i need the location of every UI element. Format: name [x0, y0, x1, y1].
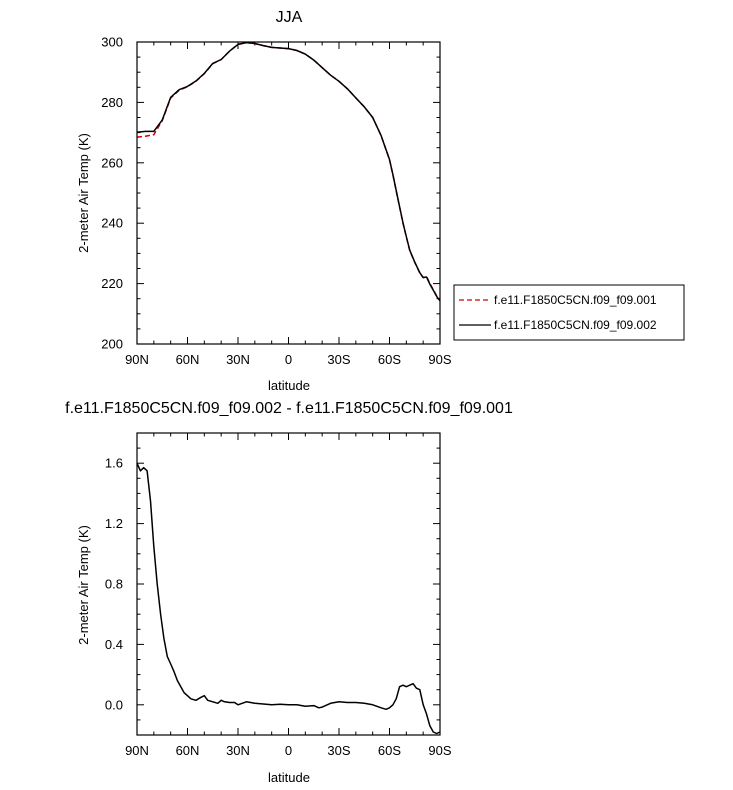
bottom-chart: f.e11.F1850C5CN.f09_f09.002 - f.e11.F185…	[65, 400, 513, 785]
bottom-chart-xtick-label: 60N	[176, 743, 200, 758]
bottom-chart-ylabel: 2-meter Air Temp (K)	[76, 525, 91, 645]
bottom-chart-ytick-label: 1.2	[105, 516, 123, 531]
top-chart-xtick-label: 90N	[125, 352, 149, 367]
bottom-chart-ytick-label: 0.4	[105, 637, 123, 652]
bottom-chart-xtick-label: 30S	[327, 743, 350, 758]
bottom-chart-xtick-label: 90S	[428, 743, 451, 758]
top-chart-ytick-label: 300	[101, 35, 123, 50]
top-chart-ylabel: 2-meter Air Temp (K)	[76, 133, 91, 253]
top-chart-series	[136, 41, 441, 302]
bottom-chart-ytick-label: 0.0	[105, 697, 123, 712]
bottom-chart-ytick-label: 0.8	[105, 577, 123, 592]
top-chart-xtick-label: 30N	[226, 352, 250, 367]
bottom-chart-frame	[136, 432, 441, 736]
bottom-chart-series-line-1	[136, 462, 441, 735]
top-chart-xtick-label: 0	[285, 352, 292, 367]
bottom-chart-series	[136, 462, 441, 735]
top-chart-ytick-label: 200	[101, 337, 123, 352]
top-chart-frame	[136, 41, 441, 345]
top-chart-xlabel: latitude	[268, 378, 310, 393]
top-chart-xtick-label: 30S	[327, 352, 350, 367]
legend-box	[453, 284, 685, 341]
top-chart-xtick-label: 90S	[428, 352, 451, 367]
bottom-chart-xtick-label: 90N	[125, 743, 149, 758]
bottom-chart-xtick-label: 60S	[378, 743, 401, 758]
bottom-chart-xlabel: latitude	[268, 770, 310, 785]
bottom-chart-ytick-label: 1.6	[105, 456, 123, 471]
top-chart-xtick-label: 60N	[176, 352, 200, 367]
bottom-chart-xtick-label: 30N	[226, 743, 250, 758]
top-chart-ticks: 90N 60N 30N 0 30S 60S 90S 200 220 240 260 280 300	[101, 35, 452, 368]
top-chart-ytick-label: 280	[101, 95, 123, 110]
bottom-chart-xtick-label: 0	[285, 743, 292, 758]
top-chart: JJA 90N 60N 30N 0 30S 60S 90S 200 220 240 260 280 30…	[76, 9, 685, 393]
bottom-chart-title: f.e11.F1850C5CN.f09_f09.002 - f.e11.F185…	[65, 400, 513, 417]
top-chart-ytick-label: 240	[101, 216, 123, 231]
top-chart-series-line-2	[136, 41, 441, 302]
top-chart-series-line-1	[136, 41, 441, 301]
top-chart-ytick-label: 260	[101, 155, 123, 170]
top-chart-ytick-label: 220	[101, 276, 123, 291]
legend-label-series-2: f.e11.F1850C5CN.f09_f09.002	[494, 318, 657, 332]
legend-label-series-1: f.e11.F1850C5CN.f09_f09.001	[494, 293, 657, 307]
bottom-chart-ticks: 90N 60N 30N 0 30S 60S 90S 0.0 0.4 0.8 1.2 1.6	[105, 432, 452, 758]
top-chart-title: JJA	[276, 9, 303, 26]
top-chart-xtick-label: 60S	[378, 352, 401, 367]
legend: f.e11.F1850C5CN.f09_f09.001 f.e11.F1850C…	[453, 284, 685, 341]
